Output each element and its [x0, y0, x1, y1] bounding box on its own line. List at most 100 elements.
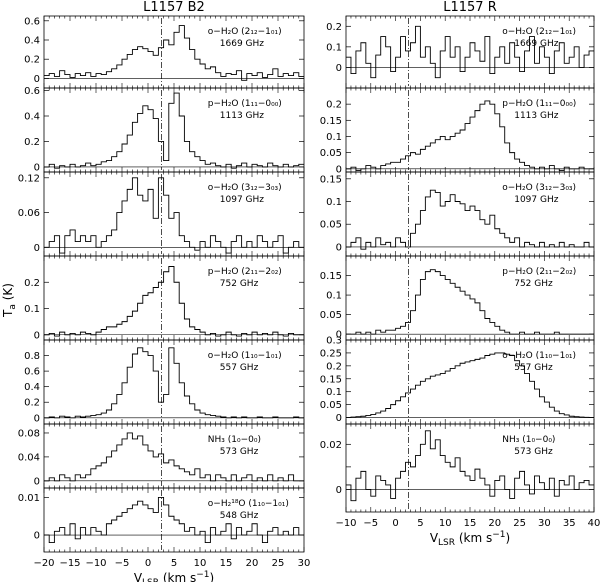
x-tick-label: 10 — [439, 518, 452, 529]
y-tick-label: 0.1 — [326, 132, 342, 143]
y-tick-label: 0 — [34, 330, 40, 341]
frequency-label: 1097 GHz — [514, 195, 559, 205]
x-tick-label: 10 — [194, 558, 207, 569]
y-tick-label: 0 — [336, 485, 342, 496]
y-tick-label: 0 — [34, 476, 40, 487]
x-tick-label: 30 — [538, 518, 551, 529]
panel-b2-5: 0 0.2 0.4 0.6 0.8 o−H₂O (1₁₀−1₀₁) 557 GHz — [24, 339, 305, 425]
y-tick-label: 0.2 — [326, 361, 342, 372]
x-tick-label: 35 — [563, 518, 576, 529]
x-tick-label: −10 — [85, 558, 106, 569]
spectrum-line — [346, 25, 594, 79]
panel-r-1: 0 0.1 0.2 o−H₂O (2₁₂−1₀₁) 1669 GHz — [326, 15, 595, 89]
y-tick-label: 0.06 — [18, 208, 40, 219]
spectrum-line — [44, 496, 304, 544]
y-tick-label: 0.08 — [18, 428, 40, 439]
y-tick-label: 0.6 — [24, 86, 40, 97]
y-tick-label: 0.1 — [326, 291, 342, 302]
x-tick-label: 40 — [588, 518, 600, 529]
panel-b2-6: 0 0.04 0.08 NH₃ (1₀−0₀) 573 GHz — [18, 423, 305, 489]
panel-r-3: 0 0.05 0.1 0.15 o−H₂O (3₁₂−3₀₃) 1097 GHz — [320, 171, 595, 257]
spectrum-line — [346, 269, 594, 335]
x-tick-label: 20 — [488, 518, 501, 529]
spectrum-line — [44, 347, 304, 419]
column-l1157-b2: L1157 B2 0 0.2 0.4 0.6 o−H₂O (2₁₂−1₀₁) 1669 GH… — [18, 0, 311, 582]
y-tick-label: 0 — [34, 74, 40, 85]
frequency-label: 1113 GHz — [220, 111, 265, 121]
x-tick-label: 5 — [171, 558, 177, 569]
x-tick-label: 25 — [513, 518, 526, 529]
y-tick-label: 0.05 — [320, 310, 342, 321]
y-tick-label: 0.1 — [326, 42, 342, 53]
y-tick-label: 0 — [34, 162, 40, 173]
panel-r-6: 0 0.02 NH₃ (1₀−0₀) 573 GHz — [320, 423, 595, 513]
panel-b2-1: 0 0.2 0.4 0.6 o−H₂O (2₁₂−1₀₁) 1669 GHz — [24, 15, 305, 89]
y-tick-label: 0.3 — [326, 336, 342, 347]
y-tick-label: 0.05 — [320, 148, 342, 159]
x-tick-label: −20 — [33, 558, 54, 569]
y-tick-label: 0.2 — [326, 22, 342, 33]
x-tick-label: 0 — [145, 558, 151, 569]
y-tick-label: 0 — [336, 413, 342, 424]
y-tick-label: 0.01 — [18, 493, 40, 504]
y-tick-label: 0.4 — [24, 36, 40, 47]
y-tick-label: 0.02 — [320, 440, 342, 451]
spectrum-line — [44, 25, 304, 81]
spectrum-line — [346, 352, 594, 418]
panel-b2-2: 0 0.2 0.4 0.6 p−H₂O (1₁₁−0₀₀) 1113 GHz — [24, 86, 305, 173]
y-tick-label: 0.6 — [24, 367, 40, 378]
y-axis-label: Ta (K) — [1, 283, 18, 318]
y-tick-label: 0 — [34, 413, 40, 424]
x-tick-label: 15 — [220, 558, 233, 569]
frequency-label: 752 GHz — [514, 279, 553, 289]
spectrum-line — [44, 266, 304, 337]
y-tick-label: 0 — [336, 164, 342, 175]
species-label: p−H₂O (2₁₁−2₀₂) — [208, 267, 282, 277]
spectrum-line — [346, 100, 594, 171]
y-tick-label: 0.2 — [24, 137, 40, 148]
y-tick-label: 0 — [336, 330, 342, 341]
species-label: o−H₂O (1₁₀−1₀₁) — [208, 351, 282, 361]
frequency-label: 1113 GHz — [514, 111, 559, 121]
spectrum-line — [44, 177, 304, 254]
spectrum-line — [346, 430, 594, 502]
frequency-label: 752 GHz — [220, 279, 259, 289]
y-tick-label: 0 — [336, 242, 342, 253]
panel-r-4: 0 0.05 0.1 0.15 p−H₂O (2₁₁−2₀₂) 752 GHz — [320, 255, 595, 341]
panel-frame — [345, 423, 595, 513]
column-title: L1157 R — [443, 0, 497, 15]
y-tick-label: 0.05 — [320, 400, 342, 411]
panel-frame — [43, 423, 305, 489]
panel-r-5: 0 0.05 0.1 0.15 0.2 0.250.3 o−H₂O (1₁₀−1₀₁) 557… — [320, 336, 595, 425]
y-tick-label: 0.8 — [24, 351, 40, 362]
frequency-label: 557 GHz — [220, 363, 259, 373]
y-tick-label: 0.4 — [24, 112, 40, 123]
y-tick-label: 0 — [34, 531, 40, 542]
y-tick-label: 0 — [336, 63, 342, 74]
y-tick-label: 0 — [34, 243, 40, 254]
species-label: o−H₂O (1₁₀−1₀₁) — [502, 351, 576, 361]
y-tick-label: 0.2 — [326, 100, 342, 111]
column-l1157-r: L1157 R00.10.2 o−H₂O (2₁₂−1₀₁)1669 GHz00.… — [320, 0, 600, 548]
y-tick-label: 0.2 — [24, 278, 40, 289]
x-tick-label: 30 — [298, 558, 311, 569]
species-label: NH₃ (1₀−0₀) — [502, 435, 555, 445]
y-tick-label: 0.6 — [24, 16, 40, 27]
panel-b2-7: 0 0.01 o−H₂¹⁸O (1₁₀−1₀₁) 548 GHz — [18, 487, 305, 553]
y-tick-label: 0.15 — [320, 374, 342, 385]
y-tick-label: 0.2 — [24, 55, 40, 66]
panel-b2-4: 0 0.1 0.2 p−H₂O (2₁₁−2₀₂) 752 GHz — [24, 255, 305, 341]
species-label: p−H₂O (1₁₁−0₀₀) — [208, 99, 282, 109]
column-title: L1157 B2 — [143, 0, 205, 15]
species-label: o−H₂O (2₁₂−1₀₁) — [502, 27, 576, 37]
spectrum-line — [346, 189, 594, 250]
species-label: p−H₂O (2₁₁−2₀₂) — [502, 267, 576, 277]
x-axis-label: VLSR (km s−1) — [430, 530, 510, 548]
species-label: NH₃ (1₀−0₀) — [208, 435, 261, 445]
y-tick-label: 0.15 — [320, 271, 342, 282]
y-tick-label: 0.1 — [24, 304, 40, 315]
spectrum-line — [44, 432, 304, 482]
y-tick-label: 0.2 — [24, 398, 40, 409]
x-tick-label: 20 — [246, 558, 259, 569]
